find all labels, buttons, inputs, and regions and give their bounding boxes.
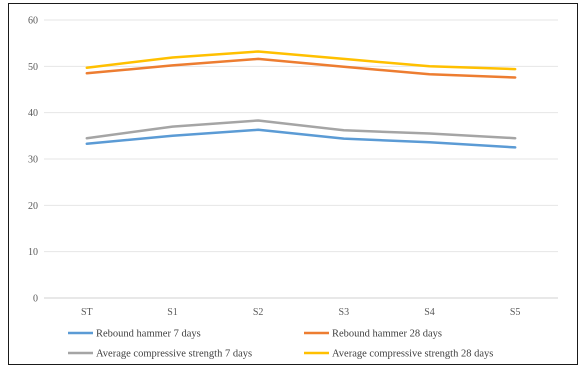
- x-tick-label: S3: [339, 307, 350, 318]
- x-tick-label: S5: [510, 307, 521, 318]
- y-tick-label: 20: [28, 201, 38, 212]
- x-axis-ticks: ST S1 S2 S3 S4 S5: [81, 307, 520, 318]
- legend-item: Average compressive strength 7 days: [68, 349, 252, 360]
- gridlines: [44, 19, 558, 299]
- legend-label: Rebound hammer 28 days: [332, 329, 442, 340]
- x-tick-label: S2: [253, 307, 264, 318]
- y-tick-label: 10: [28, 247, 38, 258]
- y-tick-label: 30: [28, 155, 38, 166]
- series-line-3: [85, 119, 517, 140]
- series-line-1: [85, 128, 517, 149]
- legend-label: Average compressive strength 7 days: [96, 349, 252, 360]
- series-line-4: [85, 50, 517, 71]
- y-tick-label: 60: [28, 16, 38, 27]
- legend-item: Rebound hammer 7 days: [68, 329, 201, 340]
- y-tick-label: 50: [28, 62, 38, 73]
- y-axis-ticks: 0 10 20 30 40 50 60: [28, 16, 38, 305]
- x-tick-label: S1: [167, 307, 178, 318]
- legend-item: Average compressive strength 28 days: [304, 349, 493, 360]
- x-tick-label: S4: [424, 307, 435, 318]
- legend: Rebound hammer 7 days Rebound hammer 28 d…: [68, 329, 493, 360]
- series-line-2: [85, 57, 517, 79]
- x-tick-label: ST: [81, 307, 93, 318]
- legend-label: Average compressive strength 28 days: [332, 349, 493, 360]
- legend-label: Rebound hammer 7 days: [96, 329, 201, 340]
- series-lines: [85, 50, 517, 149]
- legend-item: Rebound hammer 28 days: [304, 329, 442, 340]
- y-tick-label: 40: [28, 108, 38, 119]
- y-tick-label: 0: [33, 294, 38, 305]
